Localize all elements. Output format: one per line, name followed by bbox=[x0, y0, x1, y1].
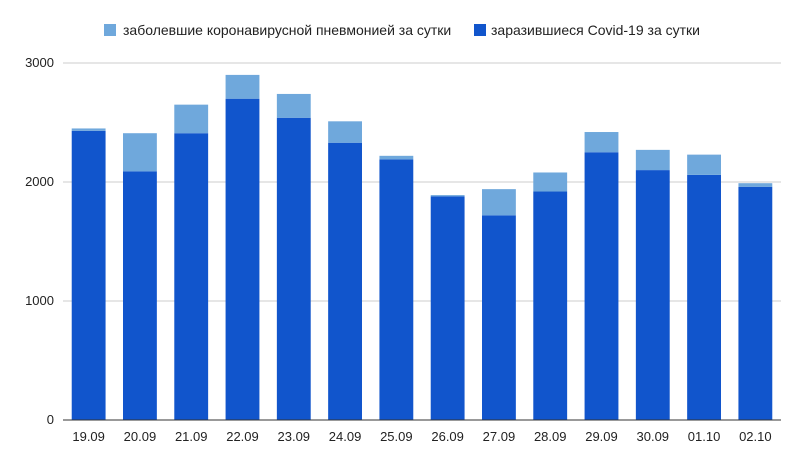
bar-pneumonia-19.09 bbox=[71, 128, 106, 131]
gridlines bbox=[63, 62, 781, 302]
y-tick-label: 3000 bbox=[25, 55, 54, 70]
bar-pneumonia-24.09 bbox=[328, 121, 362, 143]
x-tick-label: 02.10 bbox=[739, 429, 772, 444]
bar-pneumonia-02.10 bbox=[738, 183, 773, 187]
x-tick-label: 23.09 bbox=[278, 429, 311, 444]
bar-pneumonia-21.09 bbox=[174, 104, 209, 134]
legend-swatch-covid bbox=[474, 24, 486, 36]
x-tick-label: 24.09 bbox=[329, 429, 362, 444]
bar-covid-29.09 bbox=[584, 152, 619, 420]
legend-label-covid: заразившиеся Covid-19 за сутки bbox=[491, 22, 700, 38]
bar-pneumonia-27.09 bbox=[482, 189, 516, 216]
bar-pneumonia-30.09 bbox=[635, 149, 670, 171]
y-tick-label: 0 bbox=[47, 412, 54, 427]
bar-covid-22.09 bbox=[225, 98, 260, 420]
bar-pneumonia-29.09 bbox=[584, 132, 619, 153]
x-tick-label: 28.09 bbox=[534, 429, 567, 444]
x-tick-label: 01.10 bbox=[688, 429, 721, 444]
x-axis-tick-labels: 19.09 20.09 21.09 22.09 23.09 24.09 25.09 26.09… bbox=[72, 429, 771, 444]
bar-covid-19.09 bbox=[71, 130, 106, 420]
bar-covid-21.09 bbox=[174, 133, 209, 420]
bars bbox=[71, 74, 773, 421]
bar-pneumonia-23.09 bbox=[276, 93, 311, 118]
bar-covid-26.09 bbox=[430, 196, 465, 420]
bar-covid-01.10 bbox=[687, 174, 721, 420]
bar-pneumonia-25.09 bbox=[379, 155, 414, 160]
bar-covid-30.09 bbox=[635, 170, 670, 420]
legend: заболевшие коронавирусной пневмонией за … bbox=[104, 22, 700, 38]
bar-pneumonia-01.10 bbox=[687, 154, 721, 175]
x-tick-label: 21.09 bbox=[175, 429, 208, 444]
bar-covid-20.09 bbox=[123, 171, 157, 420]
bar-pneumonia-26.09 bbox=[430, 195, 465, 197]
bar-covid-27.09 bbox=[482, 215, 516, 420]
x-tick-label: 30.09 bbox=[637, 429, 670, 444]
y-tick-label: 1000 bbox=[25, 293, 54, 308]
bar-pneumonia-22.09 bbox=[225, 74, 260, 99]
x-tick-label: 22.09 bbox=[226, 429, 259, 444]
y-axis-tick-labels: 0 1000 2000 3000 bbox=[25, 55, 54, 427]
bar-pneumonia-28.09 bbox=[533, 172, 568, 192]
x-tick-label: 26.09 bbox=[431, 429, 464, 444]
bar-pneumonia-20.09 bbox=[123, 133, 157, 172]
y-tick-label: 2000 bbox=[25, 174, 54, 189]
legend-label-pneumonia: заболевшие коронавирусной пневмонией за … bbox=[123, 22, 451, 38]
bar-covid-25.09 bbox=[379, 159, 414, 420]
x-tick-label: 20.09 bbox=[124, 429, 157, 444]
bar-covid-24.09 bbox=[328, 142, 362, 421]
x-tick-label: 27.09 bbox=[483, 429, 516, 444]
bar-covid-23.09 bbox=[276, 117, 311, 421]
legend-swatch-pneumonia bbox=[104, 24, 116, 36]
bar-covid-02.10 bbox=[738, 186, 773, 420]
x-tick-label: 25.09 bbox=[380, 429, 413, 444]
bar-covid-28.09 bbox=[533, 191, 568, 420]
x-tick-label: 29.09 bbox=[585, 429, 618, 444]
x-tick-label: 19.09 bbox=[72, 429, 105, 444]
